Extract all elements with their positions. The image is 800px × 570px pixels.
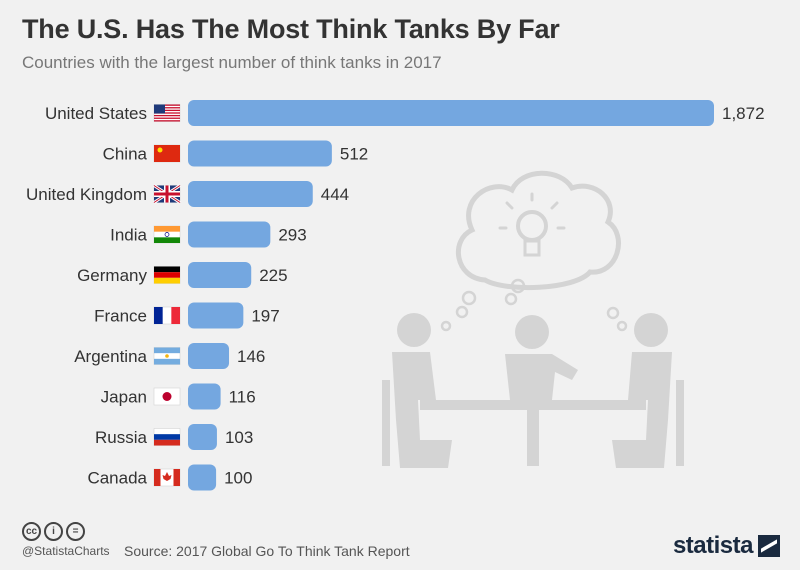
canada-flag-icon [153,468,181,487]
think-tank-illustration [382,170,684,468]
category-label: Japan [101,388,147,407]
chart-subtitle: Countries with the largest number of thi… [22,53,442,72]
value-label: 116 [229,388,256,407]
source-note: Source: 2017 Global Go To Think Tank Rep… [124,543,410,559]
category-label: United States [45,104,147,123]
category-label: France [94,307,147,326]
bar-row: Argentina 146 [74,343,265,369]
category-label: Argentina [74,347,147,366]
cc-icon: cc [22,522,41,541]
category-label: India [110,226,147,245]
bar [188,302,244,329]
russia-flag-icon [153,428,181,446]
china-flag-icon [153,144,181,163]
statista-logo[interactable]: statista [673,532,780,560]
bar-row: United Kingdom 444 [26,181,349,207]
bar-row: Japan 116 [101,383,256,410]
germany-flag-icon [153,266,181,284]
bar [188,383,221,410]
bar-row: France 197 [94,302,280,329]
bar [188,100,714,126]
value-label: 197 [251,307,279,326]
value-label: 1,872 [722,104,765,123]
bar-row: Canada 100 [87,464,252,491]
bar-row: China 512 [103,140,368,167]
bar-row: Germany 225 [77,262,288,288]
attribution-icon: i [44,522,63,541]
bar [188,181,313,207]
france-flag-icon [153,306,181,325]
bar-chart: United States 1,872 China 512 United Kingdom… [26,100,765,491]
chart-rows: United States 1,872 China 512 United Kingdom… [26,100,765,491]
value-label: 225 [259,266,287,285]
bar [188,464,217,491]
value-label: 146 [237,347,265,366]
brand-name: statista [672,532,754,559]
japan-flag-icon [153,387,181,406]
uk-flag-icon [153,184,181,204]
bar [188,424,217,450]
bar-row: India 293 [110,221,307,248]
bar [188,343,230,369]
category-label: United Kingdom [26,185,147,204]
value-label: 512 [340,145,368,164]
bar [188,221,271,248]
category-label: China [103,145,148,164]
india-flag-icon [153,225,181,244]
no-derivatives-icon: = [66,522,85,541]
us-flag-icon [153,104,181,122]
value-label: 293 [278,226,306,245]
value-label: 444 [321,185,349,204]
value-label: 103 [225,428,253,447]
value-label: 100 [224,469,252,488]
bar [188,262,252,288]
bar [188,140,332,167]
license-icons: cc i = [22,522,85,541]
argentina-flag-icon [153,347,181,365]
bar-row: United States 1,872 [45,100,765,126]
category-label: Russia [95,428,148,447]
bar-row: Russia 103 [95,424,253,450]
statista-handle[interactable]: @StatistaCharts [22,544,110,558]
statista-logo-icon [758,535,780,557]
category-label: Germany [77,266,147,285]
category-label: Canada [87,469,147,488]
chart-title: The U.S. Has The Most Think Tanks By Far [22,14,560,44]
